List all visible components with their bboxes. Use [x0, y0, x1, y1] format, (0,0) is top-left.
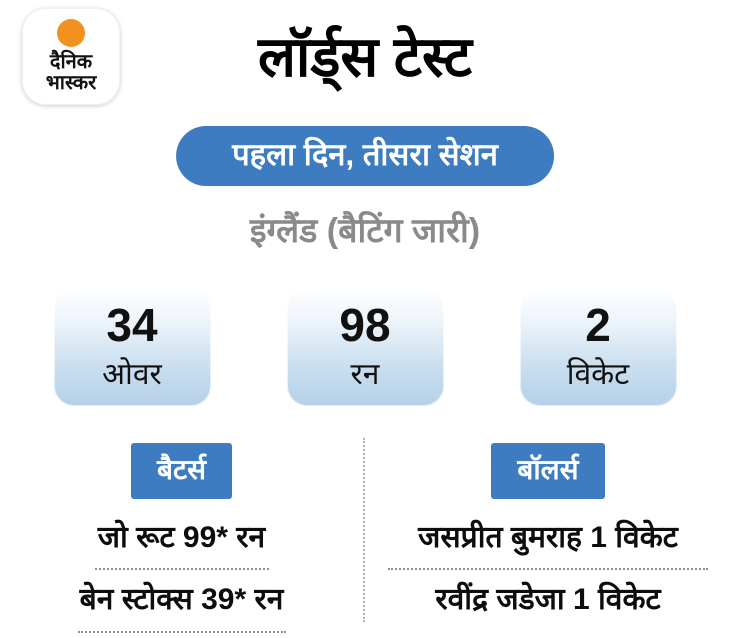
innings-status: इंग्लैंड (बैटिंग जारी)	[249, 212, 481, 250]
batters-heading: बैटर्स	[130, 443, 233, 499]
dainik-bhaskar-logo: दैनिक भास्कर	[22, 8, 120, 105]
bowlers-heading: बॉलर्स	[491, 443, 605, 499]
batter-row-2: बेन स्टोक्स 39* रन	[79, 583, 284, 616]
bowlers-row-separator	[388, 568, 708, 570]
batters-column: बैटर्स जो रूट 99* रन बेन स्टोक्स 39* रन	[0, 443, 363, 633]
batters-bottom-separator	[77, 631, 286, 633]
page-title: लॉर्ड्स टेस्ट	[257, 25, 473, 88]
runs-label: रन	[350, 358, 380, 392]
runs-value: 98	[339, 298, 391, 351]
session-badge: पहला दिन, तीसरा सेशन	[176, 126, 554, 186]
overs-value: 34	[106, 298, 158, 351]
batters-row-separator	[94, 568, 269, 570]
stat-tile-wickets: 2 विकेट	[519, 288, 677, 406]
stat-tile-overs: 34 ओवर	[53, 288, 211, 406]
score-summary: 34 ओवर 98 रन 2 विकेट	[0, 288, 730, 406]
logo-text-line1: दैनिक	[49, 51, 93, 73]
batter-row-1: जो रूट 99* रन	[97, 521, 266, 554]
wickets-value: 2	[585, 298, 611, 351]
overs-label: ओवर	[102, 358, 162, 392]
column-divider	[363, 438, 365, 622]
bowler-row-2: रवींद्र जडेजा 1 विकेट	[435, 583, 661, 616]
bowlers-column: बॉलर्स जसप्रीत बुमराह 1 विकेट रवींद्र जड…	[366, 443, 730, 618]
stat-tile-runs: 98 रन	[286, 288, 444, 406]
logo-sun-icon	[57, 19, 85, 47]
bowler-row-1: जसप्रीत बुमराह 1 विकेट	[418, 521, 678, 554]
logo-text-line2: भास्कर	[45, 72, 97, 94]
wickets-label: विकेट	[566, 358, 630, 392]
